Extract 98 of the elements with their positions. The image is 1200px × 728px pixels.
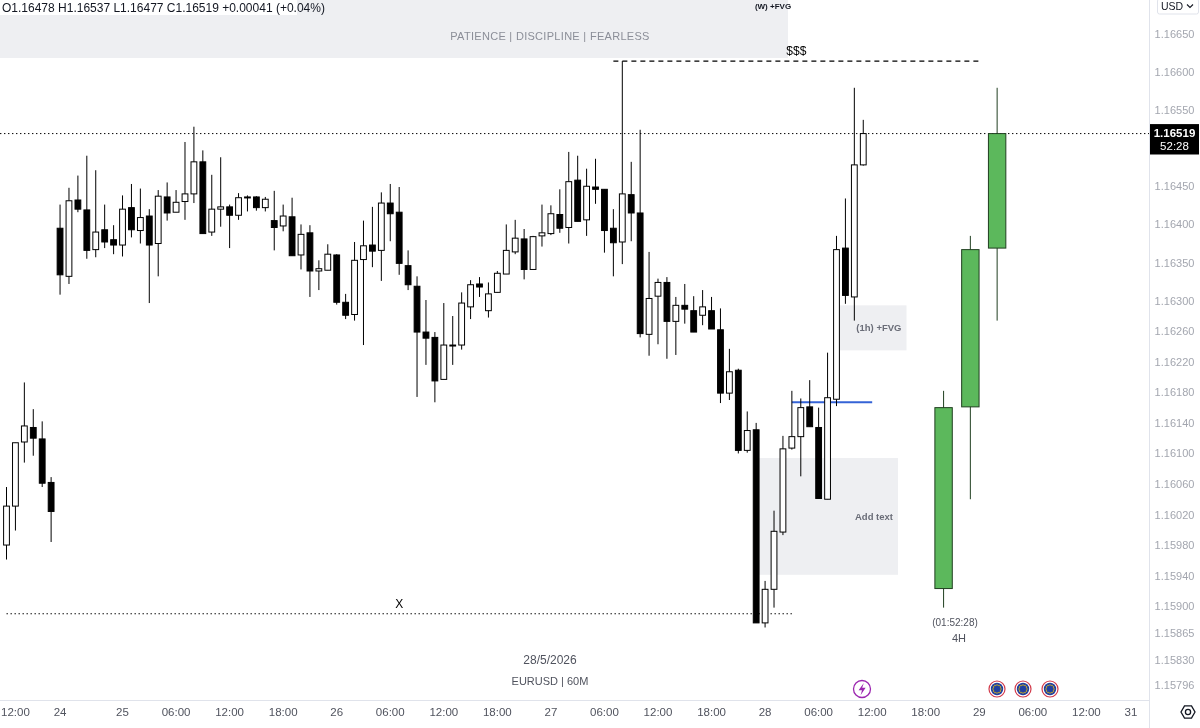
x-tick-label: 18:00 [911,706,941,718]
candlestick [270,190,278,251]
y-tick-label: 1.16650 [1154,27,1195,40]
x-tick-label: 06:00 [590,706,619,718]
x-tick-label: 29 [972,706,986,718]
candlestick [467,279,474,320]
x-tick-label: 12:00 [429,706,459,718]
candlestick [172,189,180,213]
candlestick [788,390,796,451]
ref-line-label: 1.16519 [1153,127,1196,140]
candlestick [556,188,564,234]
x-tick-label: 12:00 [215,706,245,718]
x-tick-label: 06:00 [161,706,191,718]
x-tick-label: 31 [1124,706,1138,718]
y-tick-label: 1.15900 [1154,600,1195,613]
candlestick [163,181,171,222]
text: 52:28 [1160,140,1189,152]
candlestick [101,204,109,249]
x-tick-label: 06:00 [1018,706,1048,718]
candlestick [609,208,617,277]
series-label: $$$ [786,44,807,59]
candlestick [404,249,412,291]
candlestick [342,293,350,320]
x-tick-label: 18:00 [268,706,298,718]
candlestick [110,224,117,255]
candlestick [672,296,680,356]
y-tick-label: 1.15980 [1154,539,1195,552]
y-tick-label: 1.16450 [1154,180,1195,193]
candlestick [29,408,37,457]
candlestick [136,188,144,245]
y-tick-label: 1.16060 [1154,477,1195,490]
candlestick [386,183,394,242]
band-label: Add text [855,510,894,522]
candlestick [279,204,287,232]
candlestick [360,220,367,346]
y-tick-label: 1.15865 [1154,626,1195,639]
annotation: 4H [951,632,967,644]
x-tick-label: 12:00 [1,706,30,718]
y-axis-title: USD [1161,0,1184,12]
candlestick [743,410,751,454]
y-tick-label: 1.16350 [1154,256,1195,269]
candlestick [369,206,376,268]
candlestick [592,158,599,205]
candlestick [315,259,323,291]
annotation: O1.16478 H1.16537 L1.16477 C1.16519 +0.00041 (+0.04%) [2,0,325,15]
x-tick-label: 25 [116,706,129,718]
y-tick-label: 1.16600 [1154,65,1195,78]
y-tick-label: 1.16260 [1154,325,1195,338]
x-tick-label: 12:00 [1071,706,1101,718]
annotation: 28/5/2026 [523,653,578,667]
candlestick [476,276,483,298]
candlestick [324,243,332,271]
x-tick-label: 18:00 [697,706,726,718]
candlestick [128,183,135,238]
y-tick-label: 1.16020 [1154,508,1195,521]
candlestick [493,270,501,293]
x-tick-label: 06:00 [375,706,405,718]
y-tick-label: 1.16220 [1154,355,1195,368]
band-label: (1h) +FVG [856,322,902,334]
x-tick-label: 28 [758,706,772,718]
candlestick [92,169,100,258]
candlestick [217,156,225,228]
x-tick-label: 18:00 [482,706,512,718]
x-tick-label: 27 [544,706,558,718]
candlestick [681,283,689,325]
candlestick [235,192,242,221]
candlestick [20,381,28,464]
y-tick-label: 1.15940 [1154,569,1195,582]
text: PATIENCE | DISCIPLINE | FEARLESS [450,30,650,42]
annotation: (01:52:28) [932,617,978,628]
candlestick [806,379,814,428]
y-tick-label: 1.16550 [1154,103,1195,116]
x-tick-label: 12:00 [857,706,887,718]
y-tick-label: 1.15796 [1154,679,1195,692]
y-tick-label: 1.16300 [1154,294,1195,307]
candlestick [226,204,234,249]
candlestick [208,174,216,237]
candlestick [690,295,698,333]
annotation: EURUSD | 60M [511,675,589,687]
x-tick-label: 06:00 [804,706,834,718]
candlestick [708,296,715,330]
candlestick [511,219,519,255]
annotation: (W) +FVG [754,2,792,11]
candlestick [485,281,492,319]
y-tick-label: 1.16180 [1154,386,1195,399]
candlestick [449,315,457,366]
candlestick [627,161,635,242]
candlestick [699,289,707,326]
y-tick-label: 1.16140 [1154,416,1195,429]
x-tick-label: 12:00 [643,706,673,718]
y-tick-label: 1.16100 [1154,447,1195,460]
candlestick [502,223,510,275]
y-tick-label: 1.15830 [1154,653,1195,666]
candlestick [725,348,733,401]
x-tick-label: 24 [53,706,68,718]
series-label: X [395,596,404,611]
x-tick-label: 26 [330,706,344,718]
y-tick-label: 1.16400 [1154,218,1195,231]
